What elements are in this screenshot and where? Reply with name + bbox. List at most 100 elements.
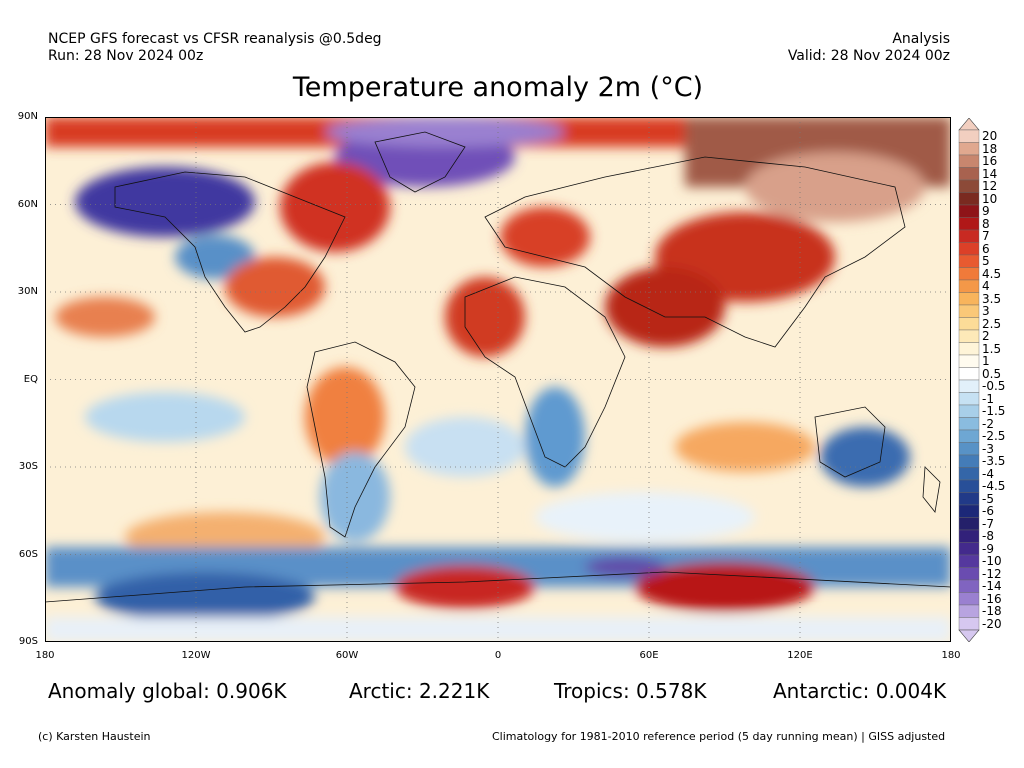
colorbar-label: 1 — [982, 354, 990, 369]
colorbar-swatch — [958, 379, 980, 393]
colorbar — [958, 118, 980, 642]
lon-label-60e: 60E — [639, 650, 659, 661]
colorbar-swatch — [958, 567, 980, 581]
colorbar-label: 1.5 — [982, 341, 1002, 356]
map-title: Temperature anomaly 2m (°C) — [292, 72, 704, 103]
graticule — [45, 117, 951, 642]
stat-arctic: Arctic: 2.221K — [349, 679, 490, 703]
colorbar-swatch — [958, 467, 980, 481]
colorbar-label: 20 — [982, 129, 998, 144]
colorbar-label: -8 — [982, 529, 994, 544]
colorbar-label: -16 — [982, 591, 1002, 606]
header-right: Analysis Valid: 28 Nov 2024 00z — [788, 31, 950, 65]
colorbar-swatch — [958, 167, 980, 181]
map-frame — [45, 117, 951, 642]
colorbar-max-arrow — [958, 118, 980, 131]
colorbar-label: 10 — [982, 191, 998, 206]
colorbar-swatch — [958, 492, 980, 506]
lat-label-30n: 30N — [17, 286, 38, 297]
colorbar-label: -3 — [982, 441, 994, 456]
colorbar-swatch — [958, 292, 980, 306]
climatology-note: Climatology for 1981-2010 reference peri… — [492, 730, 946, 743]
colorbar-label: -18 — [982, 604, 1002, 619]
colorbar-label: 12 — [982, 179, 998, 194]
colorbar-swatch — [958, 554, 980, 568]
colorbar-label: -5 — [982, 491, 994, 506]
colorbar-label: -7 — [982, 516, 994, 531]
colorbar-swatch — [958, 617, 980, 631]
stat-tropics: Tropics: 0.578K — [554, 679, 707, 703]
lat-label-60n: 60N — [17, 199, 38, 210]
colorbar-swatch — [958, 267, 980, 281]
colorbar-label: -12 — [982, 566, 1002, 581]
colorbar-swatch — [958, 479, 980, 493]
colorbar-swatch — [958, 229, 980, 243]
lon-label-120w: 120W — [181, 650, 211, 661]
colorbar-label: 9 — [982, 204, 990, 219]
colorbar-swatch — [958, 354, 980, 368]
colorbar-label: 3.5 — [982, 291, 1002, 306]
colorbar-label: 3 — [982, 304, 990, 319]
lat-label-90s: 90S — [18, 636, 38, 647]
colorbar-label: 16 — [982, 154, 998, 169]
colorbar-label: 18 — [982, 141, 998, 156]
type-line: Analysis — [892, 31, 950, 47]
colorbar-label: -4.5 — [982, 479, 1006, 494]
colorbar-swatch — [958, 317, 980, 331]
lon-label-180e: 180 — [941, 650, 961, 661]
colorbar-swatch — [958, 254, 980, 268]
colorbar-swatch — [958, 417, 980, 431]
lon-label-180w: 180 — [35, 650, 55, 661]
colorbar-swatch — [958, 329, 980, 343]
lon-label-120e: 120E — [787, 650, 813, 661]
colorbar-swatch — [958, 504, 980, 518]
colorbar-swatch — [958, 179, 980, 193]
colorbar-swatch — [958, 217, 980, 231]
colorbar-label: 8 — [982, 216, 990, 231]
colorbar-min-arrow — [958, 629, 980, 642]
colorbar-label: -14 — [982, 579, 1002, 594]
colorbar-swatch — [958, 454, 980, 468]
colorbar-label: -3.5 — [982, 454, 1006, 469]
lat-label-60s: 60S — [18, 549, 38, 560]
colorbar-swatch — [958, 142, 980, 156]
colorbar-label: 2 — [982, 329, 990, 344]
colorbar-swatch — [958, 592, 980, 606]
colorbar-label: 0.5 — [982, 366, 1002, 381]
lon-label-60w: 60W — [335, 650, 359, 661]
colorbar-swatch — [958, 429, 980, 443]
colorbar-label: -10 — [982, 554, 1002, 569]
colorbar-label: 5 — [982, 254, 990, 269]
colorbar-label: -0.5 — [982, 379, 1006, 394]
colorbar-swatch — [958, 279, 980, 293]
stat-antarctic: Antarctic: 0.004K — [773, 679, 947, 703]
colorbar-swatch — [958, 342, 980, 356]
colorbar-swatch — [958, 154, 980, 168]
lon-label-0: 0 — [494, 650, 502, 661]
lat-label-90n: 90N — [17, 111, 38, 122]
colorbar-swatch — [958, 542, 980, 556]
colorbar-swatch — [958, 192, 980, 206]
model-line: NCEP GFS forecast vs CFSR reanalysis @0.… — [48, 31, 382, 47]
colorbar-label: -2 — [982, 416, 994, 431]
colorbar-label: -20 — [982, 616, 1002, 631]
colorbar-swatch — [958, 304, 980, 318]
colorbar-swatch — [958, 442, 980, 456]
run-line: Run: 28 Nov 2024 00z — [48, 48, 204, 64]
colorbar-label: 4.5 — [982, 266, 1002, 281]
colorbar-label: -4 — [982, 466, 994, 481]
valid-line: Valid: 28 Nov 2024 00z — [787, 48, 950, 64]
colorbar-swatch — [958, 529, 980, 543]
colorbar-swatch — [958, 517, 980, 531]
colorbar-label: -9 — [982, 541, 994, 556]
colorbar-swatch — [958, 404, 980, 418]
colorbar-swatch — [958, 204, 980, 218]
anomaly-map — [45, 117, 951, 642]
colorbar-label: 6 — [982, 241, 990, 256]
colorbar-label: 7 — [982, 229, 990, 244]
colorbar-label: 2.5 — [982, 316, 1002, 331]
colorbar-label: -6 — [982, 504, 994, 519]
colorbar-swatch — [958, 579, 980, 593]
colorbar-label: -2.5 — [982, 429, 1006, 444]
colorbar-swatch — [958, 604, 980, 618]
